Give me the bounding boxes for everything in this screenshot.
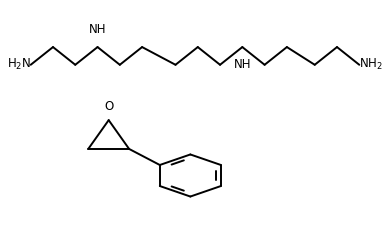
Text: H$_2$N: H$_2$N [7,57,31,72]
Text: NH: NH [89,23,106,36]
Text: NH: NH [234,58,251,71]
Text: O: O [104,101,113,114]
Text: NH$_2$: NH$_2$ [359,57,383,72]
